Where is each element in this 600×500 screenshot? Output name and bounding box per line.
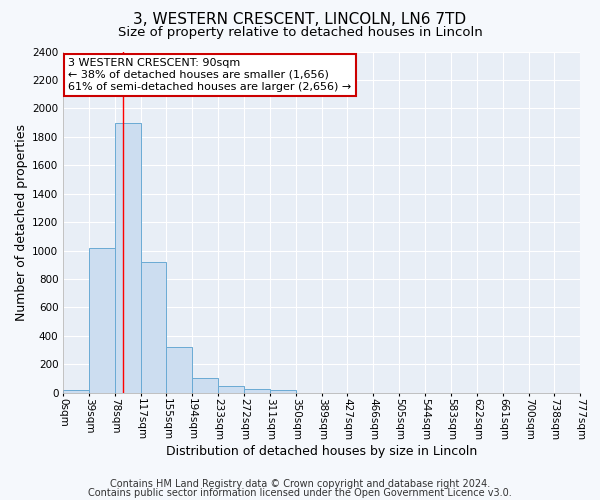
Bar [89, 248, 115, 392]
Y-axis label: Number of detached properties: Number of detached properties [15, 124, 28, 320]
Bar [115, 122, 141, 392]
Text: Size of property relative to detached houses in Lincoln: Size of property relative to detached ho… [118, 26, 482, 39]
Bar [141, 262, 166, 392]
Text: Contains public sector information licensed under the Open Government Licence v3: Contains public sector information licen… [88, 488, 512, 498]
Text: 3, WESTERN CRESCENT, LINCOLN, LN6 7TD: 3, WESTERN CRESCENT, LINCOLN, LN6 7TD [133, 12, 467, 28]
Text: 3 WESTERN CRESCENT: 90sqm
← 38% of detached houses are smaller (1,656)
61% of se: 3 WESTERN CRESCENT: 90sqm ← 38% of detac… [68, 58, 352, 92]
Bar [63, 390, 89, 392]
Bar [244, 389, 270, 392]
X-axis label: Distribution of detached houses by size in Lincoln: Distribution of detached houses by size … [166, 444, 477, 458]
Bar [166, 347, 192, 393]
Bar [218, 386, 244, 392]
Bar [192, 378, 218, 392]
Text: Contains HM Land Registry data © Crown copyright and database right 2024.: Contains HM Land Registry data © Crown c… [110, 479, 490, 489]
Bar [270, 390, 296, 392]
